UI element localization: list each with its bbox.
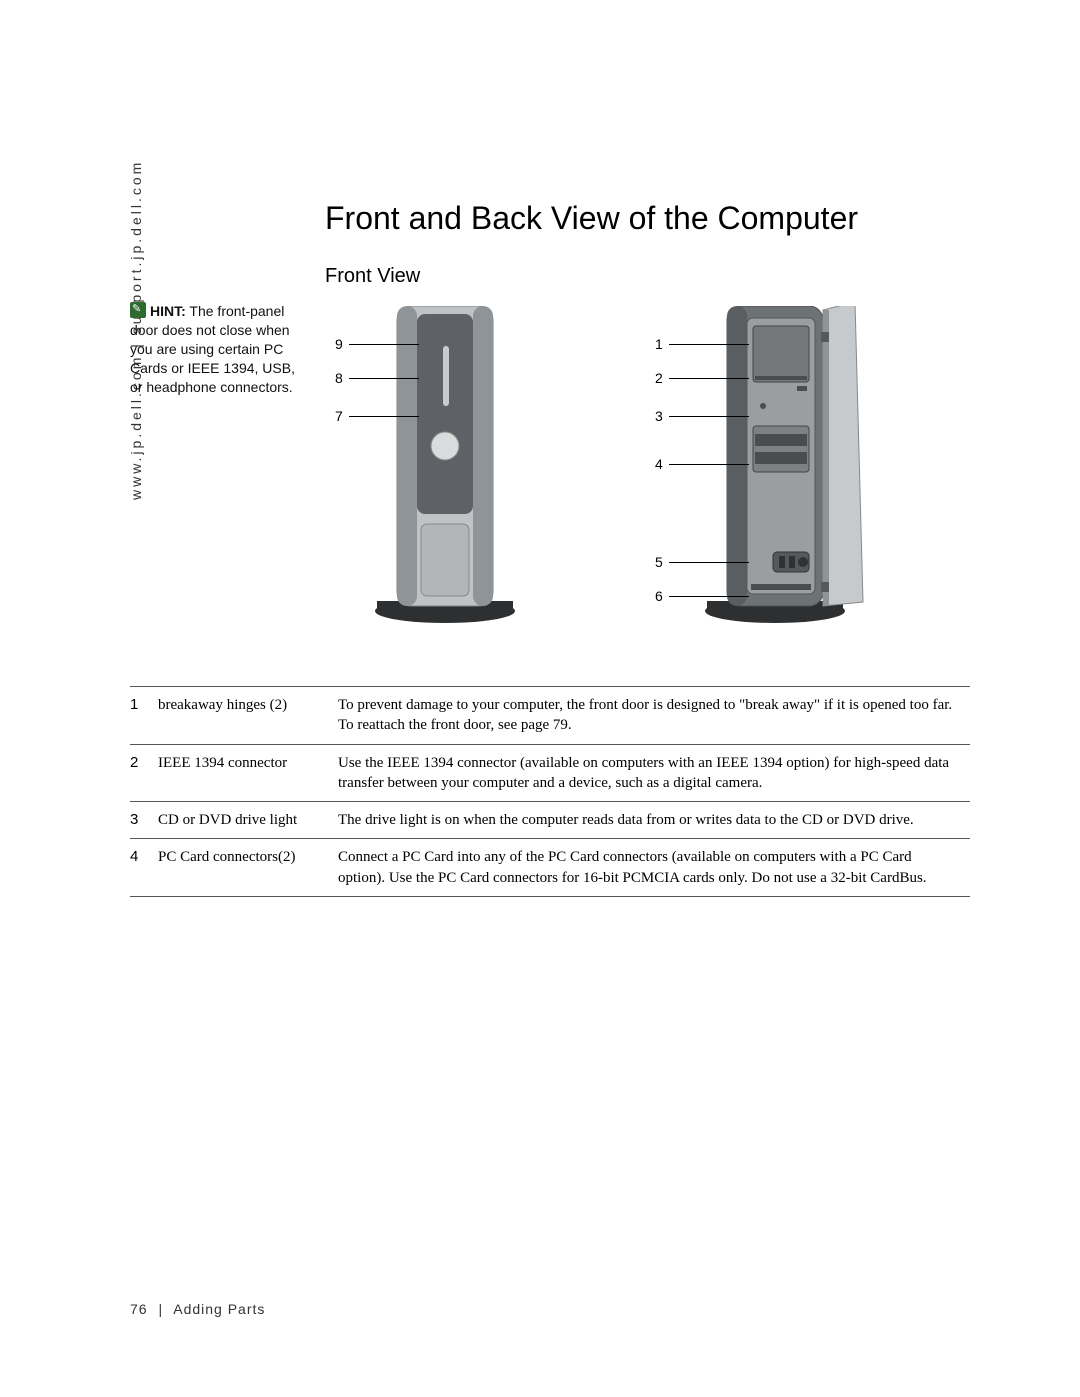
section-subtitle: Front View (325, 265, 970, 288)
callout-leader (349, 378, 419, 379)
diagram-row: 9 8 7 1 2 3 4 5 6 (325, 306, 970, 626)
callout-leader (349, 416, 419, 417)
callout-1: 1 (655, 336, 749, 352)
page-number: 76 (130, 1301, 148, 1317)
row-index: 2 (130, 744, 158, 802)
row-index: 3 (130, 802, 158, 839)
callout-number: 9 (335, 336, 343, 352)
callout-9: 9 (335, 336, 419, 352)
callout-leader (669, 562, 749, 563)
callout-7: 7 (335, 408, 419, 424)
callout-leader (669, 344, 749, 345)
tower-closed-svg (325, 306, 525, 626)
page-title: Front and Back View of the Computer (325, 200, 970, 237)
row-index: 1 (130, 687, 158, 745)
callout-leader (349, 344, 419, 345)
row-description: Connect a PC Card into any of the PC Car… (338, 839, 970, 897)
callout-number: 6 (655, 588, 663, 604)
document-page: www.jp.dell.com | support.jp.dell.com Fr… (0, 0, 1080, 1397)
table-row: 3CD or DVD drive lightThe drive light is… (130, 802, 970, 839)
callout-leader (669, 378, 749, 379)
row-description: Use the IEEE 1394 connector (available o… (338, 744, 970, 802)
callout-5: 5 (655, 554, 749, 570)
callout-number: 5 (655, 554, 663, 570)
callout-2: 2 (655, 370, 749, 386)
row-description: To prevent damage to your computer, the … (338, 687, 970, 745)
page-footer: 76 | Adding Parts (130, 1301, 265, 1317)
callout-4: 4 (655, 456, 749, 472)
callout-number: 3 (655, 408, 663, 424)
row-part: PC Card connectors(2) (158, 839, 338, 897)
diagram-front-closed: 9 8 7 (325, 306, 525, 626)
callout-number: 7 (335, 408, 343, 424)
callout-leader (669, 416, 749, 417)
pencil-icon (130, 302, 146, 318)
hint-label: HINT: (150, 303, 186, 319)
row-part: IEEE 1394 connector (158, 744, 338, 802)
footer-separator: | (158, 1301, 163, 1317)
row-description: The drive light is on when the computer … (338, 802, 970, 839)
table-row: 4PC Card connectors(2)Connect a PC Card … (130, 839, 970, 897)
row-part: CD or DVD drive light (158, 802, 338, 839)
diagram-front-open: 1 2 3 4 5 6 (655, 306, 895, 626)
callout-number: 8 (335, 370, 343, 386)
callout-number: 4 (655, 456, 663, 472)
table-row: 1breakaway hinges (2)To prevent damage t… (130, 687, 970, 745)
reference-table: 1breakaway hinges (2)To prevent damage t… (130, 686, 970, 897)
callout-leader (669, 464, 749, 465)
row-part: breakaway hinges (2) (158, 687, 338, 745)
callout-8: 8 (335, 370, 419, 386)
row-index: 4 (130, 839, 158, 897)
callout-number: 1 (655, 336, 663, 352)
callout-3: 3 (655, 408, 749, 424)
callout-leader (669, 596, 749, 597)
table-row: 2IEEE 1394 connectorUse the IEEE 1394 co… (130, 744, 970, 802)
callout-6: 6 (655, 588, 749, 604)
section-name: Adding Parts (173, 1301, 265, 1317)
hint-block: HINT: The front-panel door does not clos… (130, 302, 310, 396)
callout-number: 2 (655, 370, 663, 386)
